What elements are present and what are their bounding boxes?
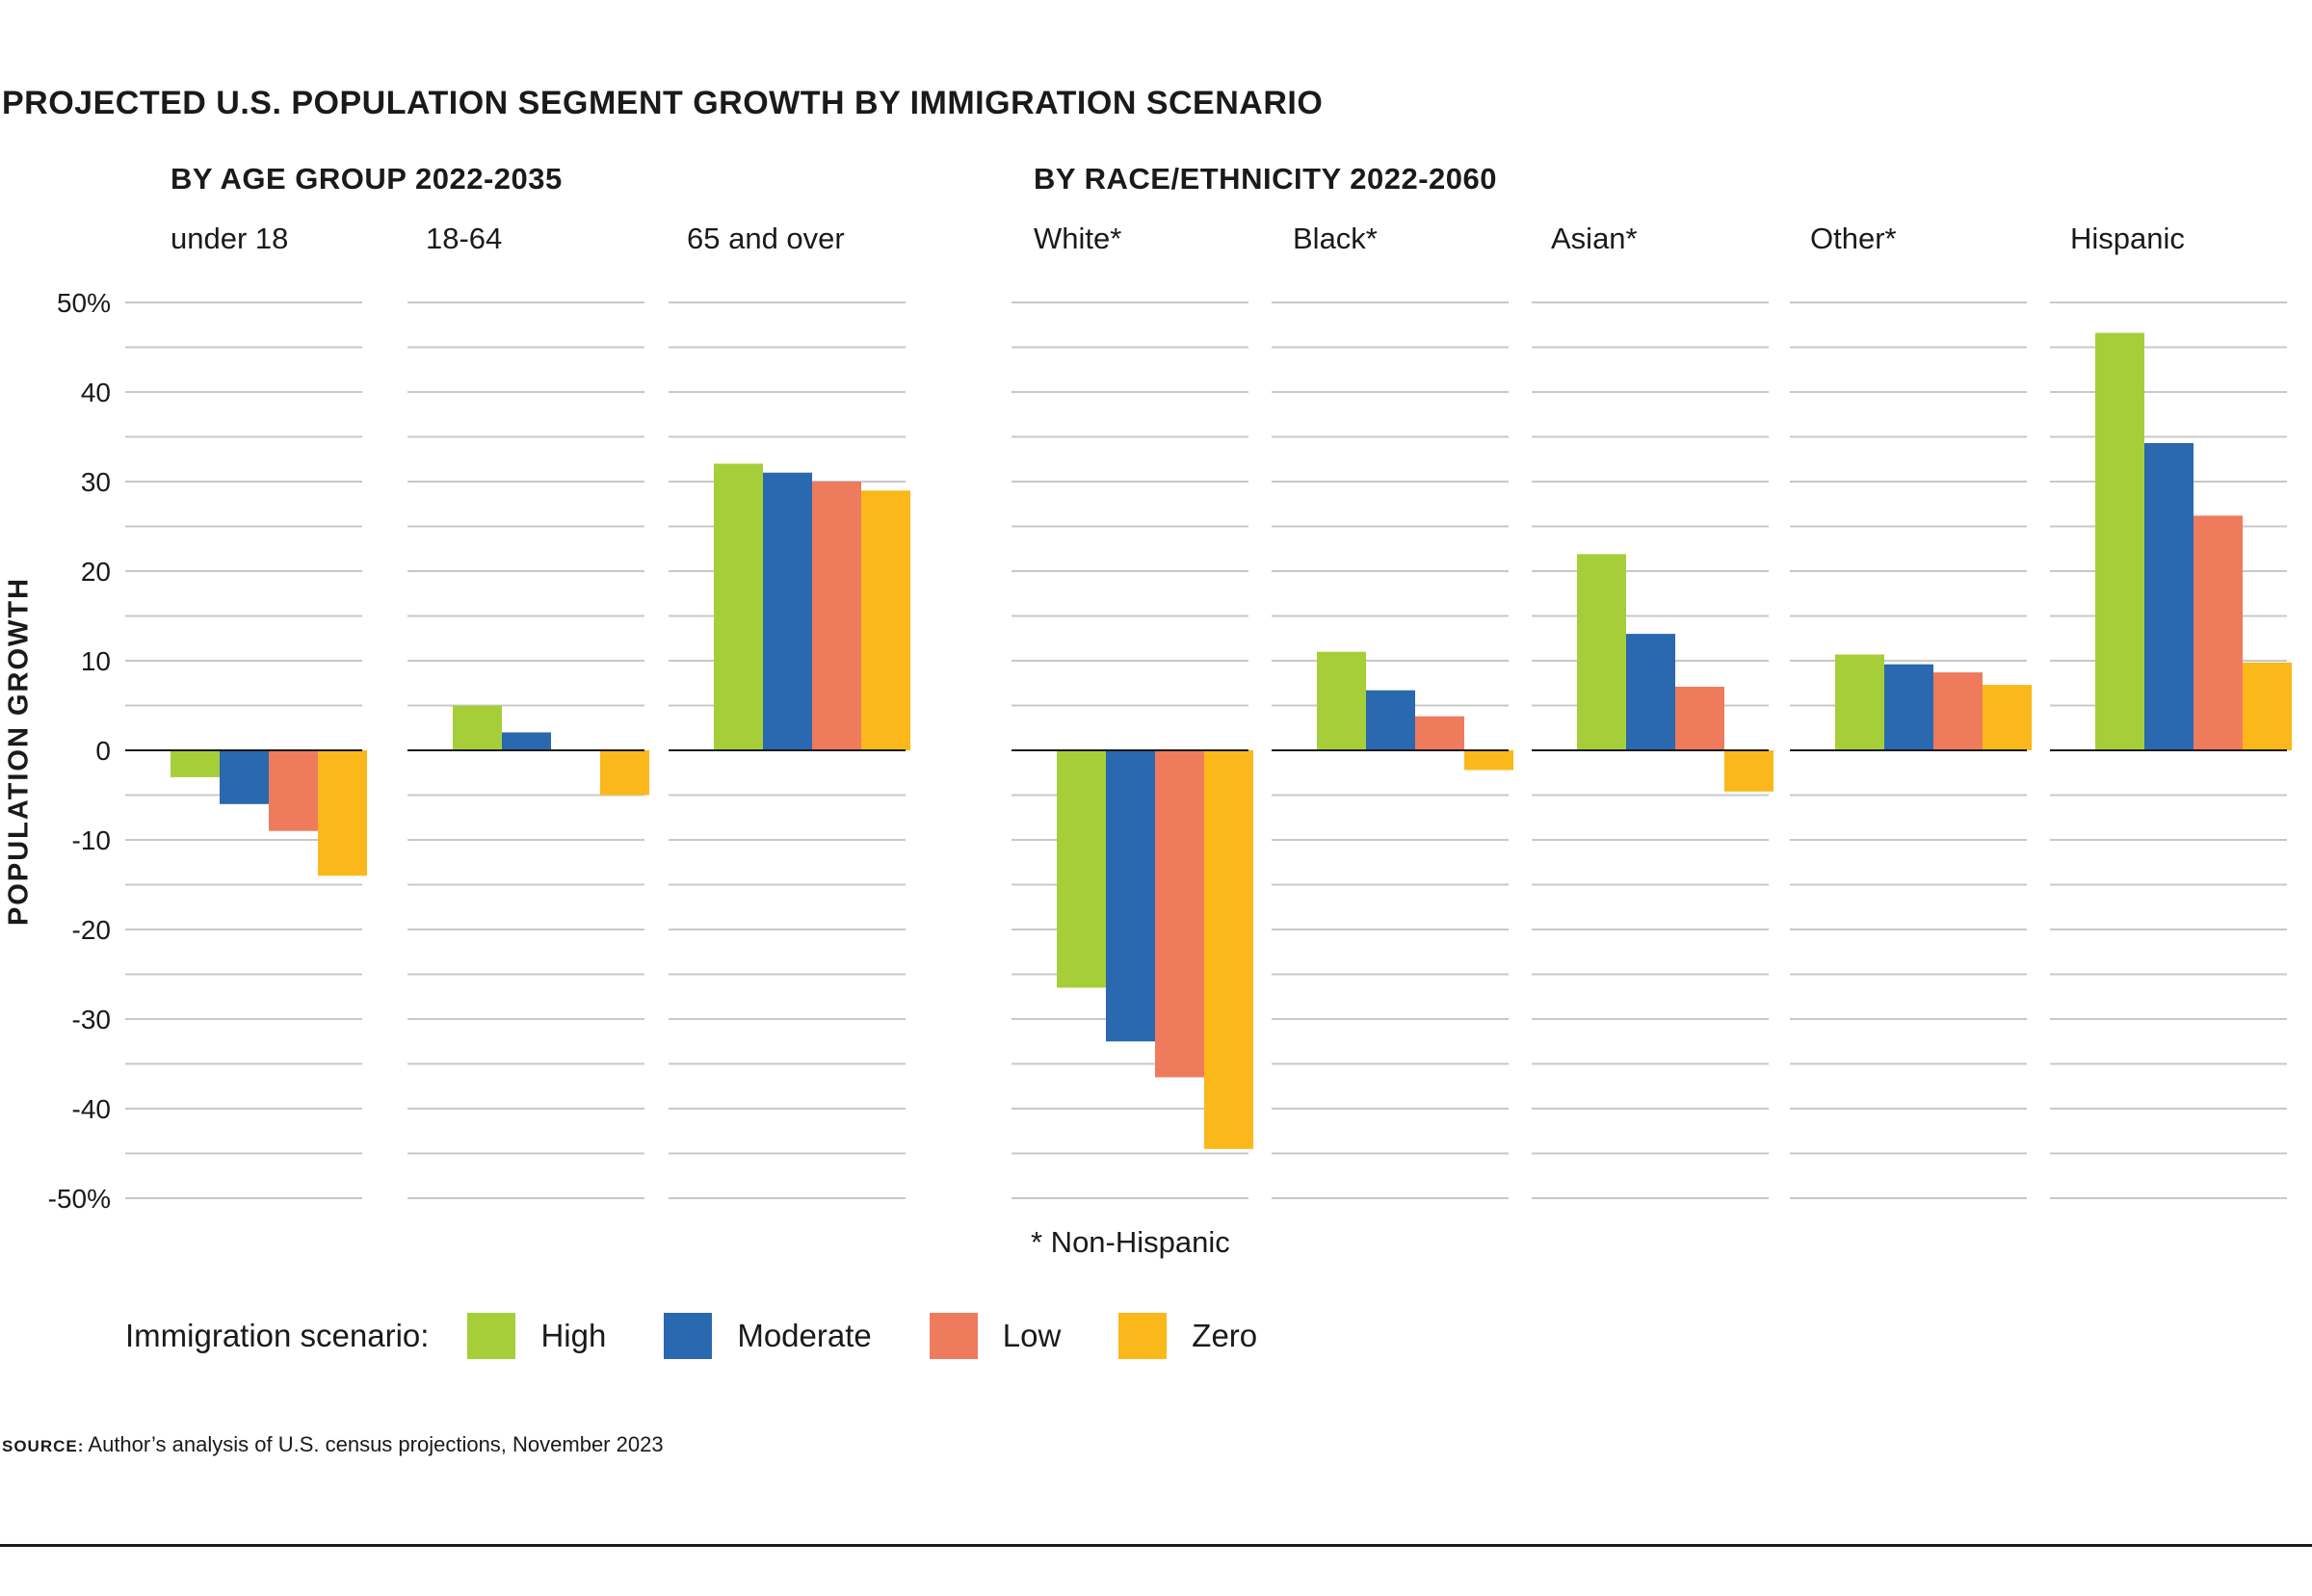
legend-label-low: Low: [1002, 1318, 1062, 1353]
bar-high: [171, 750, 220, 777]
y-tick-label: 40: [81, 378, 111, 407]
bar-zero: [861, 490, 910, 750]
legend-title: Immigration scenario:: [125, 1318, 430, 1353]
bar-high: [2095, 332, 2144, 750]
bar-low: [1933, 672, 1983, 750]
bar-zero: [600, 750, 649, 796]
legend-item-zero: Zero: [1118, 1313, 1257, 1359]
legend-swatch-high: [467, 1313, 516, 1359]
bar-low: [812, 482, 861, 750]
bottom-rule: [0, 1544, 2312, 1547]
bar-moderate: [220, 750, 269, 804]
bar-moderate: [2144, 443, 2194, 750]
bar-high: [1317, 651, 1366, 750]
legend-item-high: High: [467, 1313, 606, 1359]
bar-low: [269, 750, 318, 831]
y-tick-label: -30: [72, 1005, 111, 1034]
bar-zero: [1724, 750, 1773, 792]
section-title-age: BY AGE GROUP 2022-2035: [171, 162, 563, 196]
source-text: Author’s analysis of U.S. census project…: [88, 1432, 664, 1456]
y-tick-label: -40: [72, 1094, 111, 1124]
bar-low: [2194, 515, 2243, 750]
y-tick-label: -50%: [48, 1184, 111, 1214]
panel-label-black: Black*: [1293, 222, 1378, 255]
bar-zero: [1983, 685, 2032, 750]
legend-label-high: High: [540, 1318, 607, 1353]
legend: Immigration scenario: High Moderate Low …: [125, 1312, 1315, 1360]
bar-high: [1835, 654, 1884, 750]
bar-moderate: [1366, 690, 1415, 750]
bar-high: [714, 463, 763, 750]
panel-label-under-18: under 18: [171, 222, 289, 255]
source-label: Source:: [2, 1437, 85, 1455]
y-tick-label: 10: [81, 646, 111, 676]
legend-item-low: Low: [929, 1313, 1062, 1359]
legend-swatch-moderate: [664, 1313, 713, 1359]
y-tick-label: -10: [72, 825, 111, 855]
bar-high: [453, 705, 502, 750]
legend-label-moderate: Moderate: [737, 1318, 872, 1353]
bar-moderate: [1106, 750, 1155, 1042]
y-tick-label: 30: [81, 467, 111, 497]
bar-low: [1415, 716, 1464, 750]
legend-label-zero: Zero: [1192, 1318, 1258, 1353]
bar-moderate: [1626, 634, 1675, 750]
bar-high: [1577, 554, 1626, 750]
y-tick-label: -20: [72, 915, 111, 945]
panel-label-65-over: 65 and over: [687, 222, 845, 255]
panel-label-18-64: 18-64: [426, 222, 503, 255]
chart-title: PROJECTED U.S. POPULATION SEGMENT GROWTH…: [2, 85, 1324, 121]
legend-swatch-zero: [1118, 1313, 1168, 1359]
y-tick-label: 50%: [57, 288, 111, 318]
panel-label-asian: Asian*: [1551, 222, 1638, 255]
section-title-race: BY RACE/ETHNICITY 2022-2060: [1034, 162, 1497, 196]
y-tick-label: 0: [95, 736, 111, 766]
panel-label-hispanic: Hispanic: [2070, 222, 2185, 255]
chart-plot-area: 50% 40 30 20 10 0 -10 -20 -30 -40 -50%: [48, 288, 2292, 1214]
panel-label-white: White*: [1034, 222, 1122, 255]
bar-moderate: [1884, 664, 1933, 750]
footnote: * Non-Hispanic: [1031, 1225, 1230, 1259]
panel-label-other: Other*: [1810, 222, 1897, 255]
bar-zero: [1464, 750, 1513, 771]
legend-item-moderate: Moderate: [664, 1313, 872, 1359]
bar-moderate: [763, 472, 812, 750]
bar-zero: [1204, 750, 1253, 1149]
legend-swatch-low: [929, 1313, 978, 1359]
bar-low: [1155, 750, 1204, 1078]
bar-zero: [318, 750, 367, 876]
bar-low: [1675, 686, 1724, 750]
source-note: Source: Author’s analysis of U.S. census …: [2, 1432, 664, 1457]
y-tick-label: 20: [81, 557, 111, 587]
bar-high: [1057, 750, 1106, 988]
bar-moderate: [502, 732, 551, 750]
bar-zero: [2243, 662, 2292, 750]
